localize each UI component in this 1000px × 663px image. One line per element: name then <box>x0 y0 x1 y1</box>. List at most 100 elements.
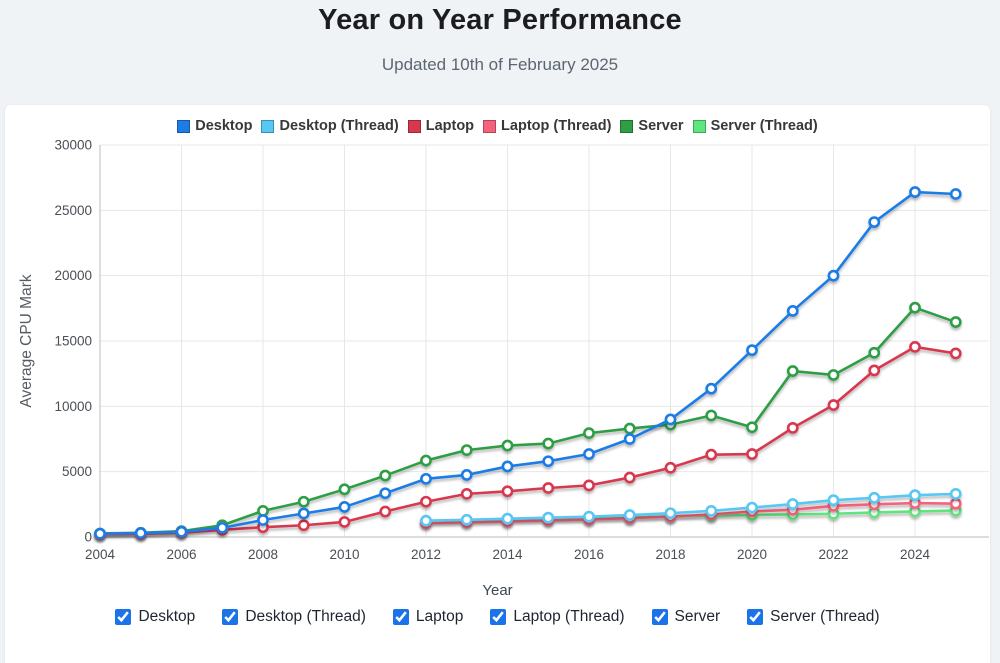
chart-grid <box>99 144 989 538</box>
data-point <box>868 364 881 377</box>
data-point <box>460 487 473 500</box>
data-point <box>705 382 718 395</box>
chart-card: Desktop Desktop (Thread) Laptop Laptop (Thr… <box>5 105 990 663</box>
legend-label: Server <box>638 118 684 134</box>
data-point <box>338 483 351 496</box>
svg-text:25000: 25000 <box>54 203 92 218</box>
data-point <box>786 421 799 434</box>
data-point <box>338 501 351 513</box>
svg-text:2008: 2008 <box>248 547 278 562</box>
series-checkbox-server-thread[interactable] <box>747 609 764 625</box>
data-point <box>949 347 962 360</box>
svg-text:5000: 5000 <box>62 464 92 479</box>
series-toggle-server-thread[interactable]: Server (Thread) <box>747 608 880 626</box>
data-point <box>705 504 718 517</box>
series-checkbox-label: Server (Thread) <box>770 608 880 625</box>
series-toggle-desktop[interactable]: Desktop <box>115 608 195 626</box>
series-toggle-server[interactable]: Server <box>651 608 721 626</box>
data-point <box>664 413 677 426</box>
chart-legend: Desktop Desktop (Thread) Laptop Laptop (Thr… <box>5 105 990 138</box>
series-checkbox-desktop-thread[interactable] <box>222 609 239 625</box>
data-point <box>623 433 636 445</box>
legend-label: Desktop <box>195 118 253 134</box>
data-point <box>949 497 962 510</box>
data-point <box>542 482 555 494</box>
series-checkbox-desktop[interactable] <box>115 609 132 625</box>
legend-item-desktop-thread[interactable]: Desktop (Thread) <box>261 118 399 134</box>
series-checkbox-server[interactable] <box>651 609 668 625</box>
data-point <box>746 501 758 514</box>
data-point <box>786 305 799 317</box>
series-toggle-laptop-thread[interactable]: Laptop (Thread) <box>490 608 625 626</box>
data-point <box>786 498 799 510</box>
data-point <box>623 471 636 484</box>
data-point <box>583 448 595 460</box>
legend-item-server[interactable]: Server <box>620 118 684 134</box>
data-point <box>909 301 921 314</box>
data-point <box>501 460 514 473</box>
data-point <box>746 448 758 460</box>
data-point <box>542 437 555 450</box>
data-point <box>134 527 147 539</box>
data-point <box>583 510 595 523</box>
legend-item-laptop-thread[interactable]: Laptop (Thread) <box>483 118 611 134</box>
data-point <box>297 507 310 520</box>
svg-text:2014: 2014 <box>492 547 523 562</box>
svg-text:2016: 2016 <box>574 547 604 562</box>
data-point <box>216 521 229 534</box>
series-desktop-thread <box>420 487 962 527</box>
svg-text:2004: 2004 <box>85 547 116 562</box>
data-point <box>583 479 595 492</box>
legend-swatch-icon <box>261 119 275 133</box>
legend-swatch-icon <box>620 119 634 133</box>
data-point <box>297 495 310 508</box>
data-point <box>949 188 962 200</box>
page-header: Year on Year Performance Updated 10th of… <box>0 0 1000 105</box>
legend-item-server-thread[interactable]: Server (Thread) <box>692 118 818 134</box>
data-point <box>460 469 473 481</box>
svg-text:0: 0 <box>84 530 92 545</box>
legend-swatch-icon <box>483 119 497 133</box>
axis-tick-labels: 2004 2006 2008 2010 2012 2014 2016 2018 2020 2022… <box>54 138 930 562</box>
data-point <box>623 509 636 521</box>
series-toggle-laptop[interactable]: Laptop <box>392 608 463 626</box>
data-point <box>949 487 962 500</box>
legend-label: Server (Thread) <box>710 118 818 134</box>
data-point <box>501 512 514 525</box>
series-checkbox-laptop-thread[interactable] <box>490 609 507 625</box>
legend-item-laptop[interactable]: Laptop <box>407 118 475 134</box>
svg-text:15000: 15000 <box>54 334 92 349</box>
svg-text:2022: 2022 <box>818 547 848 562</box>
data-point <box>664 507 677 520</box>
data-point <box>297 519 310 532</box>
legend-label: Laptop <box>425 118 475 134</box>
svg-text:20000: 20000 <box>54 268 92 283</box>
legend-label: Laptop (Thread) <box>501 118 612 134</box>
data-point <box>542 455 555 468</box>
series-checkbox-laptop[interactable] <box>392 609 409 625</box>
series-checkbox-label: Laptop (Thread) <box>513 608 625 625</box>
series-checkbox-label: Server <box>674 608 721 625</box>
svg-text:10000: 10000 <box>54 399 92 414</box>
data-point <box>379 505 392 518</box>
data-point <box>420 514 432 527</box>
legend-swatch-icon <box>177 119 191 133</box>
series-toggle-desktop-thread[interactable]: Desktop (Thread) <box>222 608 366 626</box>
data-point <box>460 444 473 457</box>
data-point <box>420 495 432 508</box>
legend-item-desktop[interactable]: Desktop <box>177 118 252 134</box>
data-point <box>746 421 758 434</box>
legend-swatch-icon <box>692 119 706 133</box>
data-point <box>501 485 514 498</box>
series-checkbox-label: Desktop (Thread) <box>245 608 366 625</box>
data-point <box>460 513 473 526</box>
performance-line-chart: 2004 2006 2008 2010 2012 2014 2016 2018 2020 2022… <box>18 138 989 562</box>
data-point <box>420 454 432 467</box>
data-point <box>542 511 555 524</box>
data-point <box>379 469 392 482</box>
svg-text:30000: 30000 <box>54 138 92 153</box>
series-desktop <box>94 186 962 540</box>
series-toggle-row: Desktop Desktop (Thread) Laptop Laptop (Thr… <box>5 608 990 626</box>
x-axis-title: Year <box>482 582 513 599</box>
data-point <box>583 427 595 440</box>
